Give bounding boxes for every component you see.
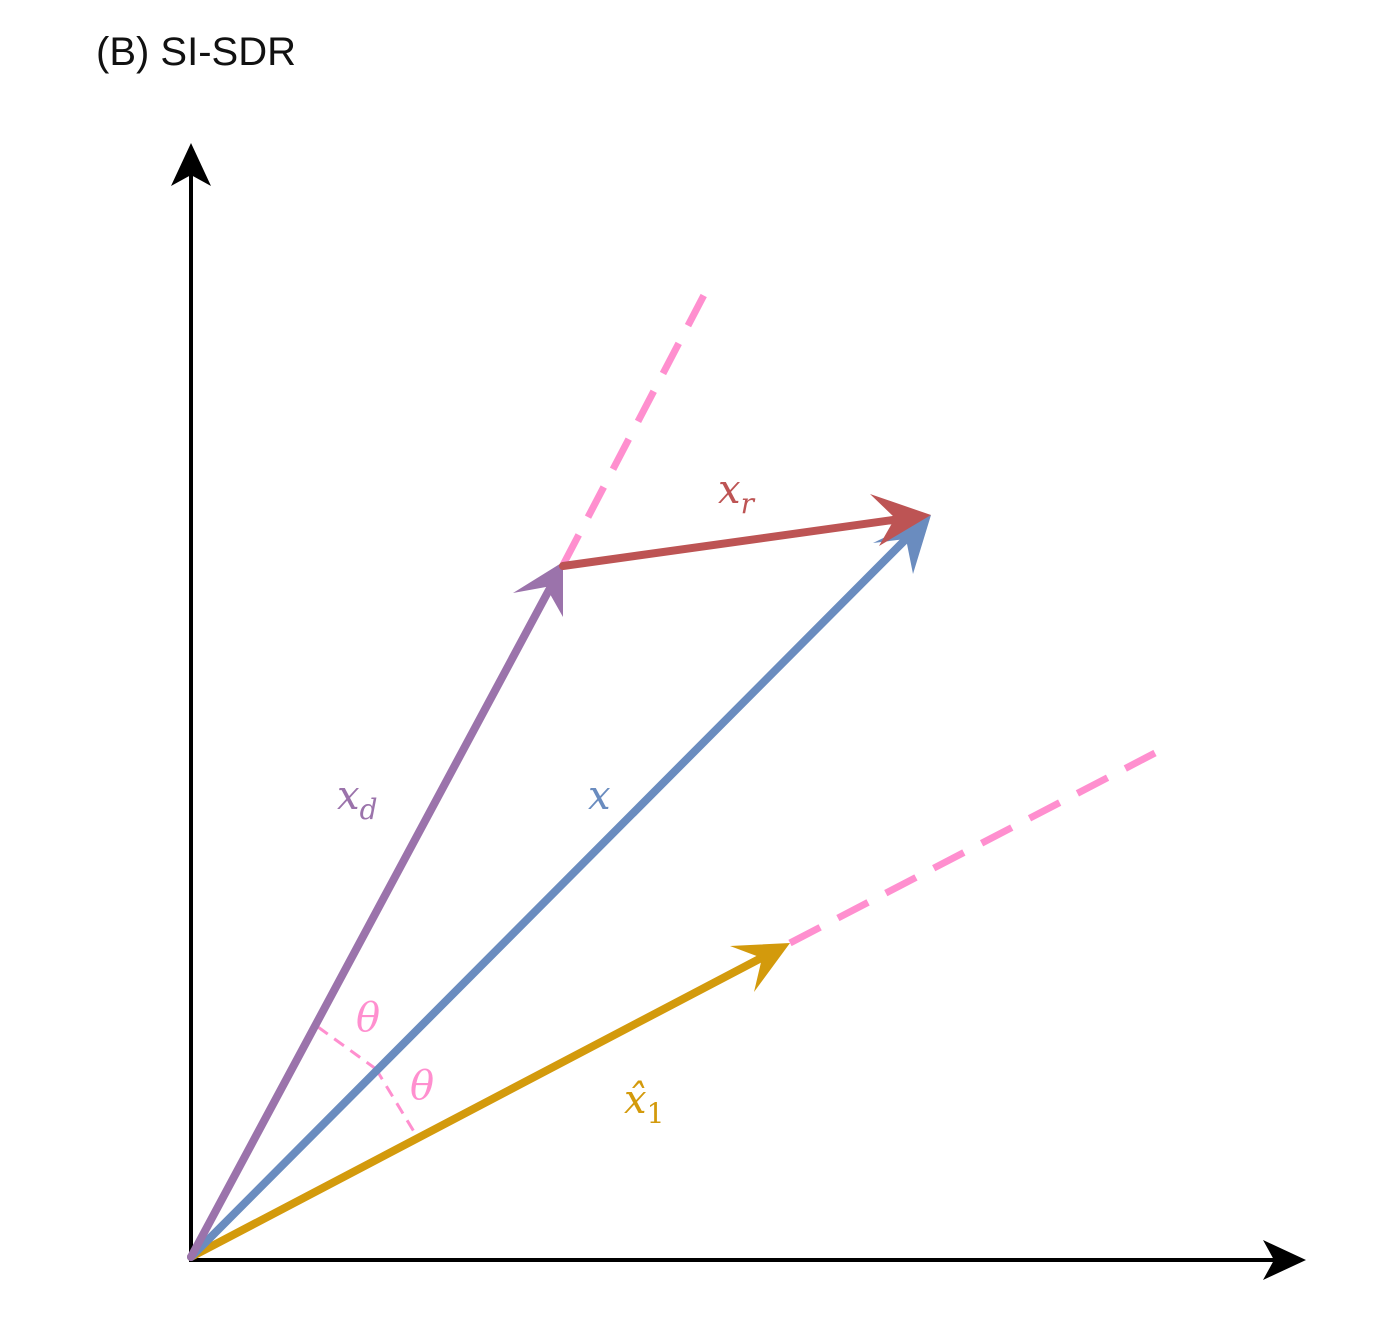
figure-title: (B) SI-SDR bbox=[96, 30, 296, 74]
x-hat-1-label-sub: 1 bbox=[647, 1097, 665, 1130]
x-d-label: xd bbox=[337, 773, 378, 826]
x-r-vector bbox=[559, 515, 904, 570]
x-hat-extension-dashed bbox=[788, 749, 1157, 947]
theta-label-lower: θ bbox=[410, 1063, 434, 1109]
x-d-label-base: x bbox=[337, 773, 360, 819]
x-d-vector bbox=[187, 586, 553, 1261]
x-r-label-base: x bbox=[718, 467, 741, 513]
x-hat-1-label: x̂1 bbox=[624, 1077, 664, 1130]
x-r-arrowhead bbox=[870, 494, 931, 546]
x-axis-arrowhead bbox=[1263, 1240, 1306, 1280]
x-hat-1-arrowhead bbox=[730, 943, 790, 992]
x-r-label: xr bbox=[718, 467, 756, 520]
x-hat-1-label-base: x̂ bbox=[624, 1077, 647, 1123]
x-d-extension-dashed bbox=[559, 293, 708, 567]
perpendicular-to-x-d-dashed bbox=[317, 1025, 377, 1071]
x-r-label-sub: r bbox=[741, 487, 756, 520]
x-arrowhead bbox=[873, 515, 931, 574]
x-d-label-sub: d bbox=[360, 793, 378, 826]
x-label: x bbox=[588, 773, 611, 819]
theta-label-upper: θ bbox=[356, 995, 380, 1041]
x-d-arrowhead bbox=[513, 562, 563, 617]
perpendicular-to-x-hat-dashed bbox=[374, 1068, 418, 1136]
x-vector bbox=[187, 531, 914, 1261]
x-hat-1-vector bbox=[187, 952, 769, 1261]
y-axis-arrowhead bbox=[171, 143, 211, 186]
